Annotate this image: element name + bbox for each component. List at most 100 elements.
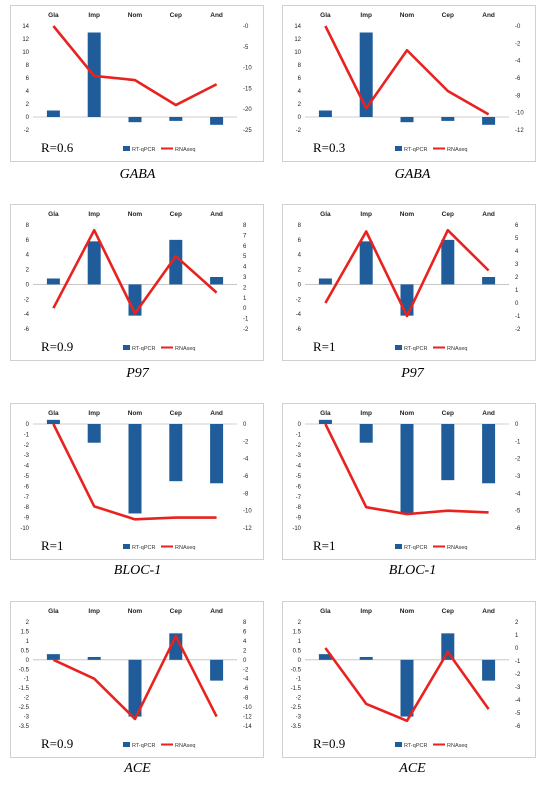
chart-svg: -10-9-8-7-6-5-4-3-2-10-12-10-8-6-4-20Gla… xyxy=(20,410,252,553)
category-label: Imp xyxy=(360,608,372,615)
r-value-label: R=0.9 xyxy=(313,736,345,751)
legend-label: RNAseq xyxy=(447,545,467,551)
legend-label: RT-qPCR xyxy=(404,346,427,352)
left-axis-tick-label: 8 xyxy=(26,63,30,69)
left-axis-tick-label: 1.5 xyxy=(21,629,30,635)
category-label: Cep xyxy=(170,608,182,615)
right-axis-tick-label: 1 xyxy=(515,633,519,639)
category-label: And xyxy=(210,410,223,417)
left-axis-tick-label: -9 xyxy=(24,516,30,522)
category-label: Gla xyxy=(320,12,331,19)
right-axis-tick-label: 6 xyxy=(243,629,247,635)
chart-svg: -6 -4 -2 0 2 4 6 8 -2 -1 0 1 2 3 4 5 6 7 8 Gla Imp Nom Cep And R… xyxy=(24,211,249,354)
category-label: Gla xyxy=(320,608,331,615)
left-axis-tick-label: 6 xyxy=(26,76,30,82)
right-axis-tick-label: -14 xyxy=(243,724,252,730)
gene-caption: P97 xyxy=(126,366,149,381)
right-axis-tick-label: -6 xyxy=(243,686,249,692)
series-line xyxy=(52,634,218,721)
r-value-label: R=1 xyxy=(313,339,336,354)
left-axis-tick-label: -4 xyxy=(24,464,30,470)
left-axis-tick-label: -2 xyxy=(24,443,30,449)
left-axis-tick-label: 0 xyxy=(298,658,302,664)
r-value-label: R=0.9 xyxy=(41,339,73,354)
left-axis-tick-label: -1 xyxy=(296,677,302,683)
legend-label: RT-qPCR xyxy=(132,743,155,749)
right-axis-tick-label: -1 xyxy=(515,439,521,445)
left-axis-tick-label: 0.5 xyxy=(293,648,302,654)
category-label: Cep xyxy=(170,211,182,218)
right-axis-tick-label: -12 xyxy=(515,128,524,134)
legend-label: RNAseq xyxy=(447,147,467,153)
left-axis-tick-label: -4 xyxy=(296,312,302,318)
left-axis-tick-label: -6 xyxy=(24,484,30,490)
chart-svg: -3.5 -3 -2.5 -2 -1.5 -1 -0.5 0 0.5 1 1.5 2 -14 -12 -10… xyxy=(19,608,253,751)
right-axis-tick-label: -25 xyxy=(243,128,252,134)
left-axis-tick-label: 4 xyxy=(26,253,30,259)
left-axis-tick-label: -8 xyxy=(24,505,30,511)
left-axis-tick-label: 1 xyxy=(26,639,30,645)
right-axis-tick-label: -2 xyxy=(515,457,521,463)
left-axis-tick-label: -4 xyxy=(24,312,30,318)
left-axis-tick-label: 2 xyxy=(298,620,302,626)
bar xyxy=(46,419,60,424)
right-axis-tick-label: -15 xyxy=(243,86,252,92)
category-label: Cep xyxy=(442,12,454,19)
category-label: And xyxy=(482,12,495,19)
left-axis-tick-label: -6 xyxy=(296,484,302,490)
right-axis-tick-label: -10 xyxy=(243,66,252,72)
legend-label: RT-qPCR xyxy=(132,545,155,551)
left-axis-tick-label: 0 xyxy=(298,115,302,121)
left-axis-tick-label: -1.5 xyxy=(291,686,302,692)
right-axis-tick-label: -1 xyxy=(515,314,521,320)
bar xyxy=(128,659,142,717)
legend-swatch-bar xyxy=(395,146,402,151)
left-axis-tick-label: 2 xyxy=(298,268,302,274)
right-axis-tick-label: -8 xyxy=(243,491,249,497)
left-axis-tick-label: 1.5 xyxy=(293,629,302,635)
right-axis-tick-label: 7 xyxy=(243,233,247,239)
gene-caption: ACE xyxy=(124,761,151,776)
right-axis-tick-label: -3 xyxy=(515,474,521,480)
left-axis-tick-label: -1 xyxy=(296,432,302,438)
left-axis-tick-label: 0 xyxy=(26,115,30,121)
chart-panel: -3.5 -3 -2.5 -2 -1.5 -1 -0.5 0 0.5 1 1.5 2 -6 -5 -4 -3 -… xyxy=(282,601,536,758)
left-axis-tick-label: -5 xyxy=(24,474,30,480)
gene-caption: GABA xyxy=(119,167,156,182)
legend-swatch-bar xyxy=(395,544,402,549)
right-axis-tick-label: -0 xyxy=(515,24,521,30)
legend-swatch-bar xyxy=(123,345,130,350)
right-axis-tick-label: 2 xyxy=(515,275,519,281)
left-axis-tick-label: 0.5 xyxy=(21,648,30,654)
bar xyxy=(441,117,455,121)
right-axis-tick-label: 8 xyxy=(243,223,247,229)
r-value-label: R=1 xyxy=(41,538,64,553)
left-axis-tick-label: -3 xyxy=(296,453,302,459)
left-axis-tick-label: 10 xyxy=(22,50,29,56)
left-axis-tick-label: 6 xyxy=(298,76,302,82)
series-line xyxy=(324,25,490,116)
bar xyxy=(482,659,496,681)
right-axis-tick-label: 6 xyxy=(515,223,519,229)
category-label: And xyxy=(482,608,495,615)
bar xyxy=(400,424,414,514)
right-axis-tick-label: -1 xyxy=(515,659,521,665)
series-line xyxy=(52,423,217,521)
bar xyxy=(359,32,373,117)
right-axis-tick-label: -6 xyxy=(515,724,521,730)
bar xyxy=(441,239,455,285)
left-axis-tick-label: 6 xyxy=(26,238,30,244)
left-axis-tick-label: 0 xyxy=(298,422,302,428)
left-axis-tick-label: 4 xyxy=(298,89,302,95)
right-axis-tick-label: -4 xyxy=(243,677,249,683)
category-label: Cep xyxy=(442,211,454,218)
r-value-label: R=0.9 xyxy=(41,736,73,751)
right-axis-tick-label: -4 xyxy=(515,491,521,497)
left-axis-tick-label: -0.5 xyxy=(19,667,30,673)
right-axis-tick-label: 2 xyxy=(243,285,247,291)
bar xyxy=(482,277,496,285)
chart-svg: -3.5 -3 -2.5 -2 -1.5 -1 -0.5 0 0.5 1 1.5 2 -6 -5 -4 -3 -… xyxy=(291,608,521,751)
category-label: Gla xyxy=(320,211,331,218)
right-axis-tick-label: -10 xyxy=(243,705,252,711)
chart-panel: -3.5 -3 -2.5 -2 -1.5 -1 -0.5 0 0.5 1 1.5 2 -14 -12 -10… xyxy=(10,601,264,758)
